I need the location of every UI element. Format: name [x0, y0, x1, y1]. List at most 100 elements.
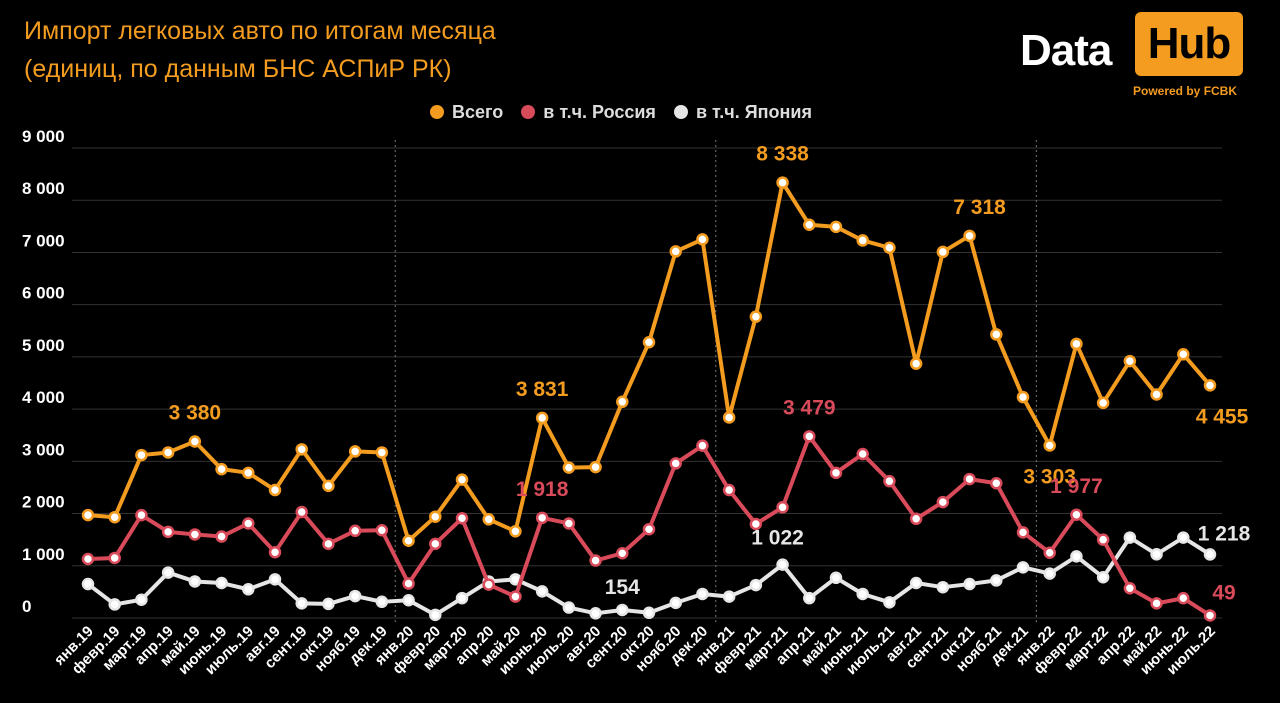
point-total	[188, 435, 202, 448]
point-total	[562, 461, 576, 474]
point-japan	[749, 578, 763, 592]
chart-title-line2: (единиц, по данным БНС АСПиР РК)	[24, 55, 452, 83]
point-russia	[883, 474, 896, 488]
point-total	[455, 473, 469, 486]
point-total	[963, 229, 976, 243]
point-total	[776, 176, 789, 189]
point-japan	[429, 608, 442, 622]
point-russia	[535, 511, 549, 525]
point-japan	[589, 607, 602, 620]
point-japan	[936, 580, 950, 594]
data-label-total: 8 338	[756, 143, 809, 166]
point-russia	[749, 517, 763, 531]
point-russia	[429, 537, 442, 551]
point-russia	[135, 508, 148, 522]
point-russia	[81, 552, 95, 566]
point-total	[1123, 354, 1137, 368]
point-total	[722, 411, 736, 424]
point-total	[696, 233, 709, 246]
point-japan	[108, 598, 121, 611]
point-russia	[509, 590, 522, 603]
point-russia	[375, 524, 389, 537]
point-total	[803, 218, 816, 232]
point-japan	[268, 573, 282, 586]
point-total	[1016, 390, 1030, 404]
y-tick-label: 1 000	[22, 545, 65, 564]
point-russia	[909, 512, 923, 526]
point-total	[535, 411, 549, 425]
legend-dot-russia	[521, 105, 536, 119]
point-japan	[990, 574, 1003, 587]
point-russia	[1150, 597, 1163, 610]
y-tick-label: 2 000	[22, 493, 65, 512]
point-russia	[776, 501, 789, 514]
point-japan	[1043, 567, 1056, 580]
point-japan	[909, 576, 923, 590]
chart-title: Импорт легковых авто по итогам месяца (е…	[24, 12, 496, 88]
point-russia	[963, 472, 976, 486]
point-japan	[242, 583, 255, 596]
point-total	[108, 510, 121, 524]
point-japan	[856, 587, 869, 601]
legend-item-japan: в т.ч. Япония	[673, 102, 812, 123]
point-russia	[242, 517, 255, 530]
point-total	[829, 220, 843, 234]
point-russia	[696, 439, 709, 452]
point-japan	[322, 597, 335, 611]
point-japan	[455, 591, 469, 605]
point-japan	[1016, 561, 1030, 574]
legend-label-russia: в т.ч. Россия	[543, 101, 656, 122]
point-japan	[803, 591, 816, 605]
point-russia	[562, 517, 576, 530]
point-total	[295, 443, 308, 456]
data-label-total: 4 455	[1196, 405, 1249, 428]
point-total	[135, 448, 148, 462]
point-japan	[669, 596, 682, 610]
point-japan	[963, 577, 976, 591]
point-japan	[829, 571, 843, 585]
point-japan	[776, 558, 789, 571]
point-russia	[188, 528, 202, 541]
legend-item-russia: в т.ч. Россия	[521, 102, 656, 123]
point-total	[322, 479, 335, 493]
point-japan	[295, 597, 308, 610]
point-russia	[589, 554, 602, 567]
y-tick-label: 4 000	[22, 388, 65, 407]
point-total	[1203, 379, 1217, 392]
point-japan	[1150, 548, 1163, 561]
point-total	[215, 462, 228, 476]
point-russia	[161, 525, 175, 539]
point-japan	[188, 575, 202, 588]
point-total	[242, 466, 255, 480]
legend-dot-japan	[673, 105, 688, 119]
point-russia	[215, 530, 228, 543]
point-japan	[135, 593, 148, 606]
y-tick-label: 5 000	[22, 336, 65, 355]
logo-word-hub: Hub	[1135, 12, 1243, 76]
y-tick-label: 8 000	[22, 179, 65, 198]
point-total	[749, 310, 763, 323]
point-russia	[348, 524, 362, 538]
point-japan	[616, 603, 629, 617]
point-russia	[1177, 591, 1190, 605]
chart-title-line1: Импорт легковых авто по итогам месяца	[24, 17, 496, 45]
point-total	[669, 245, 682, 258]
point-japan	[375, 595, 389, 609]
point-japan	[696, 587, 709, 601]
point-russia	[1203, 609, 1217, 622]
point-japan	[1070, 550, 1083, 563]
point-russia	[1123, 581, 1137, 595]
point-japan	[161, 566, 175, 579]
point-russia	[1096, 533, 1110, 546]
logo-powered-by: Powered by FCBK	[1133, 84, 1238, 98]
point-total	[1070, 337, 1083, 351]
point-japan	[562, 601, 576, 614]
point-japan	[81, 577, 95, 591]
point-japan	[722, 590, 736, 603]
point-russia	[722, 483, 736, 497]
point-russia	[1070, 508, 1083, 522]
point-russia	[295, 505, 308, 519]
point-russia	[455, 512, 469, 525]
point-total	[990, 328, 1003, 341]
point-total	[161, 446, 175, 459]
